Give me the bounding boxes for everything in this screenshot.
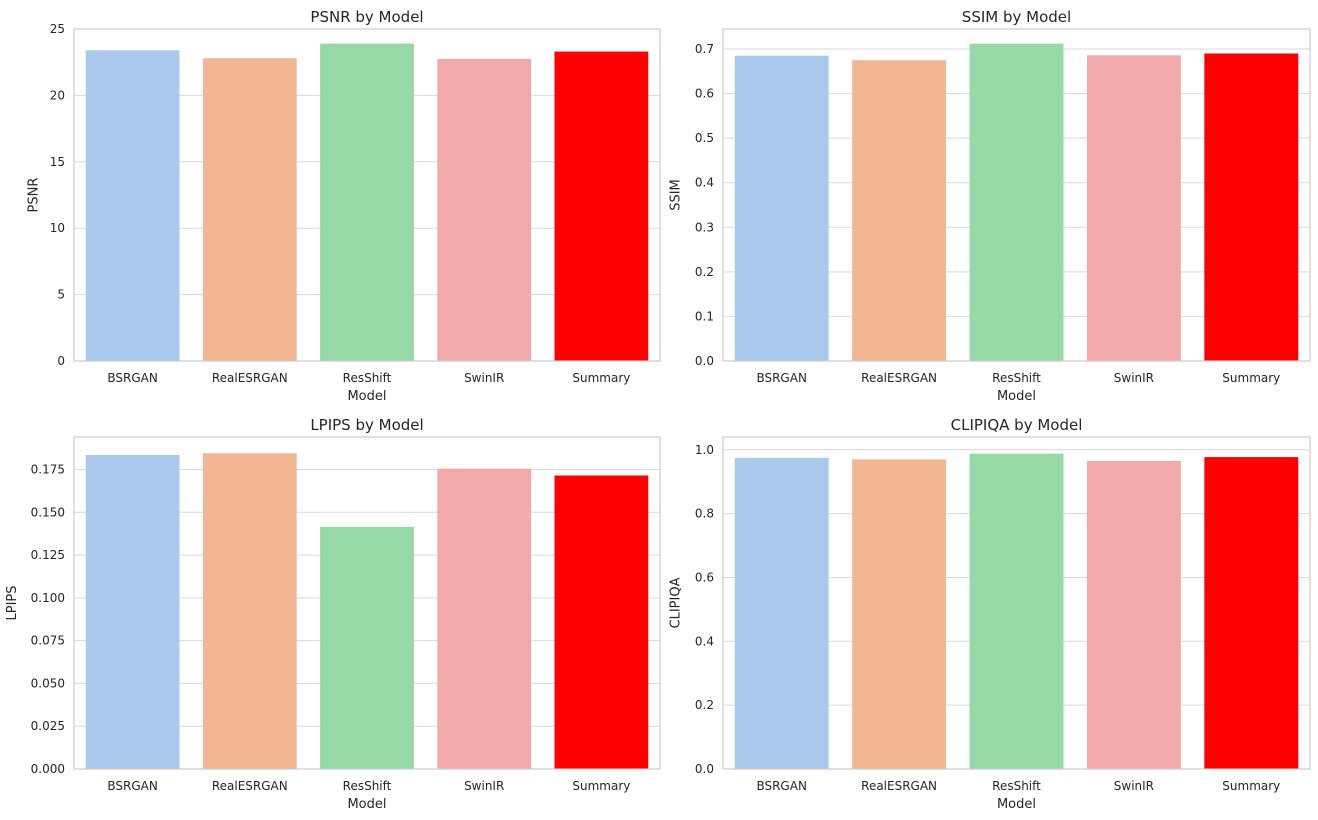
x-tick-label: Summary bbox=[1222, 779, 1280, 793]
x-tick-label: RealESRGAN bbox=[861, 371, 937, 385]
axes-frame bbox=[73, 436, 661, 770]
bar-bsrgan bbox=[734, 457, 829, 769]
x-tick-label: BSRGAN bbox=[107, 779, 157, 793]
x-tick-label: Summary bbox=[572, 371, 630, 385]
x-tick-label: BSRGAN bbox=[756, 779, 806, 793]
y-axis-label: PSNR bbox=[27, 178, 42, 213]
y-tick-label: 0.125 bbox=[31, 548, 65, 562]
bar-bsrgan bbox=[734, 55, 829, 362]
y-axis-label: SSIM bbox=[668, 179, 683, 211]
x-tick-label: RealESRGAN bbox=[212, 371, 288, 385]
bar-swinir bbox=[437, 468, 532, 769]
chart-title: LPIPS by Model bbox=[310, 416, 423, 434]
y-tick-label: 0.1 bbox=[695, 309, 714, 323]
y-tick-label: 0.4 bbox=[695, 176, 714, 190]
x-tick-label: ResShift bbox=[343, 371, 392, 385]
y-tick-label: 0 bbox=[57, 354, 65, 368]
x-axis-label: Model bbox=[347, 389, 386, 404]
bar-summary bbox=[1204, 53, 1299, 361]
x-axis-label: Model bbox=[997, 797, 1036, 812]
x-tick-label: Summary bbox=[572, 779, 630, 793]
x-tick-label: BSRGAN bbox=[756, 371, 806, 385]
bar-swinir bbox=[437, 58, 532, 361]
y-tick-label: 15 bbox=[50, 155, 65, 169]
y-tick-label: 1.0 bbox=[695, 443, 714, 457]
y-tick-label: 0.025 bbox=[31, 719, 65, 733]
x-tick-label: Summary bbox=[1222, 371, 1280, 385]
bar-swinir bbox=[1086, 460, 1181, 769]
y-tick-label: 0.3 bbox=[695, 220, 714, 234]
bar-summary bbox=[554, 51, 649, 362]
axes-frame bbox=[722, 28, 1311, 362]
bar-realesrgan bbox=[202, 453, 297, 769]
y-tick-label: 0.000 bbox=[31, 762, 65, 776]
chart-lpips: 0.000 0.025 0.050 0.075 0.100 0.125 0.150 0.175… bbox=[5, 416, 661, 812]
bar-realesrgan bbox=[852, 60, 947, 361]
y-tick-label: 0.100 bbox=[31, 591, 65, 605]
axes-frame bbox=[73, 28, 661, 362]
bar-bsrgan bbox=[85, 50, 180, 362]
x-tick-label: RealESRGAN bbox=[212, 779, 288, 793]
y-tick-label: 0.150 bbox=[31, 505, 65, 519]
x-axis-label: Model bbox=[347, 797, 386, 812]
y-tick-label: 10 bbox=[50, 221, 65, 235]
bar-resshift bbox=[320, 43, 414, 361]
y-tick-label: 0.4 bbox=[695, 634, 714, 648]
y-axis-label: CLIPIQA bbox=[668, 577, 683, 628]
y-tick-label: 0.2 bbox=[695, 698, 714, 712]
chart-title: PSNR by Model bbox=[310, 8, 423, 26]
chart-title: CLIPIQA by Model bbox=[951, 416, 1083, 434]
x-tick-label: ResShift bbox=[343, 779, 392, 793]
y-tick-label: 5 bbox=[57, 288, 65, 302]
bar-resshift bbox=[320, 526, 414, 769]
bar-bsrgan bbox=[85, 454, 180, 769]
y-tick-label: 0.2 bbox=[695, 265, 714, 279]
y-tick-label: 0.8 bbox=[695, 507, 714, 521]
x-tick-label: RealESRGAN bbox=[861, 779, 937, 793]
y-tick-label: 0.6 bbox=[695, 570, 714, 584]
y-tick-label: 0.175 bbox=[31, 463, 65, 477]
chart-clipiqa: 0.0 0.2 0.4 0.6 0.8 1.0 BSRGAN RealESRGAN ResShi… bbox=[668, 416, 1311, 812]
bar-summary bbox=[1204, 457, 1299, 769]
x-tick-label: ResShift bbox=[992, 779, 1041, 793]
bar-realesrgan bbox=[202, 58, 297, 361]
y-tick-label: 0.6 bbox=[695, 87, 714, 101]
chart-psnr: 0 5 10 15 20 25 BSRGAN RealESRGAN ResShift SwinIR… bbox=[27, 8, 661, 404]
chart-title: SSIM by Model bbox=[962, 8, 1071, 26]
y-tick-label: 0.050 bbox=[31, 676, 65, 690]
y-tick-label: 0.075 bbox=[31, 634, 65, 648]
bar-swinir bbox=[1086, 55, 1181, 362]
bar-resshift bbox=[969, 453, 1064, 769]
x-tick-label: ResShift bbox=[992, 371, 1041, 385]
axes-frame bbox=[722, 436, 1311, 770]
y-axis-label: LPIPS bbox=[5, 585, 20, 620]
x-tick-label: SwinIR bbox=[464, 371, 504, 385]
bar-resshift bbox=[969, 43, 1064, 361]
y-tick-label: 0.0 bbox=[695, 762, 714, 776]
x-tick-label: SwinIR bbox=[1114, 779, 1154, 793]
x-tick-label: SwinIR bbox=[1114, 371, 1154, 385]
bar-realesrgan bbox=[852, 459, 947, 769]
y-tick-label: 0.0 bbox=[695, 354, 714, 368]
y-tick-label: 20 bbox=[50, 88, 65, 102]
y-tick-label: 25 bbox=[50, 22, 65, 36]
y-tick-label: 0.7 bbox=[695, 42, 714, 56]
y-tick-label: 0.5 bbox=[695, 131, 714, 145]
x-axis-label: Model bbox=[997, 389, 1036, 404]
x-tick-label: BSRGAN bbox=[107, 371, 157, 385]
x-tick-label: SwinIR bbox=[464, 779, 504, 793]
bar-summary bbox=[554, 475, 649, 769]
chart-ssim: 0.0 0.1 0.2 0.3 0.4 0.5 0.6 0.7 BSRGAN RealESRGAN… bbox=[668, 8, 1311, 404]
